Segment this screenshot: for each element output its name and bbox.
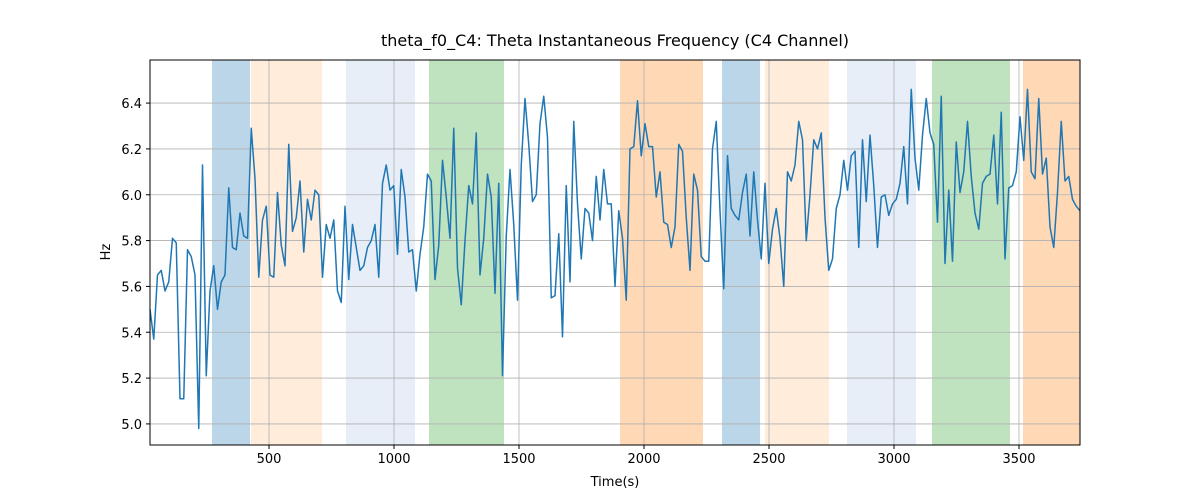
- y-tick-label: 6.2: [121, 143, 142, 158]
- data-line: [149, 88, 1081, 430]
- x-tick-label: 500: [257, 452, 282, 467]
- chart-title: theta_f0_C4: Theta Instantaneous Frequen…: [381, 31, 849, 51]
- shaded-span: [429, 60, 504, 445]
- x-axis-label: Time(s): [590, 475, 640, 490]
- x-tick-label: 3500: [1002, 452, 1035, 467]
- y-tick-label: 6.4: [121, 97, 142, 112]
- y-tick-label: 5.8: [121, 235, 142, 250]
- x-tick-label: 2000: [627, 452, 660, 467]
- x-tick-label: 1500: [502, 452, 535, 467]
- x-tick-label: 2500: [752, 452, 785, 467]
- shaded-span: [765, 60, 829, 445]
- y-tick-label: 6.0: [121, 189, 142, 204]
- x-tick-label: 1000: [377, 452, 410, 467]
- shaded-span: [1023, 60, 1080, 445]
- shaded-span: [251, 60, 322, 445]
- y-tick-label: 5.4: [121, 326, 142, 341]
- y-tick-label: 5.0: [121, 418, 142, 433]
- shaded-span: [847, 60, 916, 445]
- shaded-span: [722, 60, 760, 445]
- y-tick-label: 5.2: [121, 372, 142, 387]
- shaded-span: [212, 60, 250, 445]
- y-tick-label: 5.6: [121, 280, 142, 295]
- shaded-span: [932, 60, 1010, 445]
- y-axis-label: Hz: [99, 244, 114, 261]
- x-tick-label: 3000: [877, 452, 910, 467]
- plot-frame: [149, 59, 1081, 446]
